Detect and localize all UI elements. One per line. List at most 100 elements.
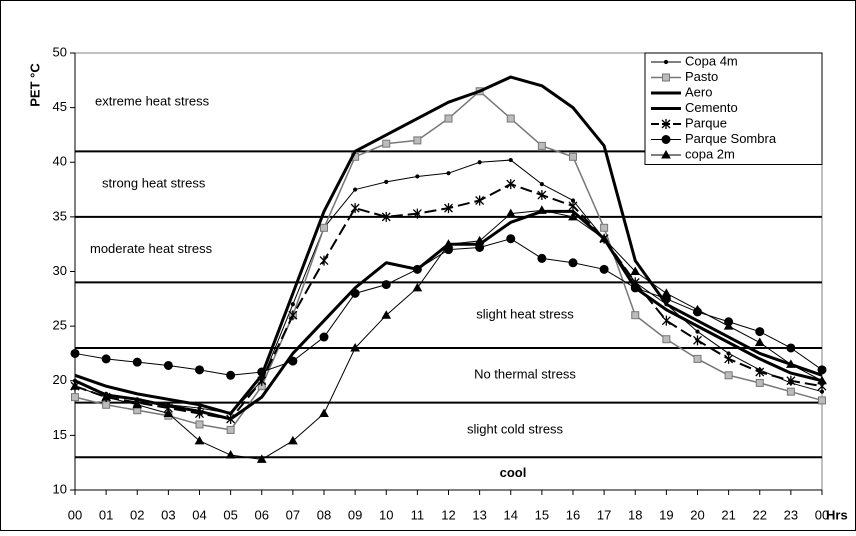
marker xyxy=(755,327,765,337)
legend-label: Copa 4m xyxy=(685,53,738,68)
zone-label: cool xyxy=(500,465,527,480)
marker xyxy=(662,335,671,344)
marker xyxy=(444,203,453,214)
x-tick-label: 16 xyxy=(566,507,580,522)
zone-label: moderate heat stress xyxy=(90,241,213,256)
marker xyxy=(477,160,482,165)
marker xyxy=(662,73,670,82)
marker xyxy=(599,233,609,243)
marker xyxy=(412,282,423,292)
x-axis-label: Hrs xyxy=(826,507,848,522)
marker xyxy=(568,211,578,221)
marker xyxy=(723,321,734,330)
marker xyxy=(288,356,298,366)
x-tick-label: 12 xyxy=(441,507,455,522)
y-tick-label: 50 xyxy=(53,44,67,59)
marker xyxy=(817,365,827,375)
marker xyxy=(353,187,358,192)
marker xyxy=(505,208,516,218)
zone-label: strong heat stress xyxy=(102,176,206,191)
marker xyxy=(132,399,143,409)
y-tick-label: 30 xyxy=(53,263,67,278)
marker xyxy=(350,288,360,298)
marker xyxy=(693,354,702,363)
y-tick-label: 45 xyxy=(53,99,67,114)
marker xyxy=(195,365,204,375)
marker xyxy=(754,337,765,347)
zone-label: extreme heat stress xyxy=(95,94,210,109)
marker xyxy=(70,348,80,358)
x-tick-label: 22 xyxy=(753,507,767,522)
x-tick-label: 13 xyxy=(472,507,486,522)
marker xyxy=(661,288,672,297)
marker xyxy=(70,381,80,390)
marker xyxy=(102,400,111,409)
marker xyxy=(568,200,578,211)
marker xyxy=(319,408,329,418)
x-tick-label: 01 xyxy=(99,507,113,522)
x-tick-label: 14 xyxy=(504,507,518,522)
marker xyxy=(226,413,236,424)
x-tick-label: 09 xyxy=(348,507,362,522)
marker xyxy=(288,310,298,321)
x-tick-label: 04 xyxy=(192,507,206,522)
x-tick-label: 17 xyxy=(597,507,611,522)
marker xyxy=(413,136,422,145)
marker xyxy=(692,304,703,314)
x-tick-label: 00 xyxy=(815,507,829,522)
marker xyxy=(661,149,671,159)
marker xyxy=(537,205,547,214)
y-tick-label: 20 xyxy=(53,372,67,387)
marker xyxy=(817,375,827,385)
marker xyxy=(724,353,734,364)
marker xyxy=(319,255,329,266)
x-tick-label: 10 xyxy=(379,507,393,522)
x-tick-label: 00 xyxy=(68,507,82,522)
marker xyxy=(693,335,702,346)
marker xyxy=(71,393,79,402)
y-axis-label: PET °C xyxy=(27,63,42,107)
marker xyxy=(724,371,733,380)
marker xyxy=(630,266,641,275)
marker xyxy=(506,114,515,123)
marker xyxy=(226,425,235,434)
marker xyxy=(163,360,173,370)
marker xyxy=(444,114,453,123)
marker xyxy=(320,223,328,232)
marker xyxy=(225,450,236,459)
marker xyxy=(319,332,329,342)
x-tick-label: 23 xyxy=(784,507,798,522)
y-tick-label: 10 xyxy=(53,481,67,496)
marker xyxy=(661,315,671,326)
zone-label: No thermal stress xyxy=(474,367,576,382)
x-tick-label: 02 xyxy=(130,507,144,522)
marker xyxy=(661,135,671,144)
marker xyxy=(350,342,360,352)
legend-label: Parque xyxy=(685,115,727,130)
marker xyxy=(257,367,267,377)
legend-label: Parque Sombra xyxy=(685,131,777,146)
marker xyxy=(257,375,267,386)
marker xyxy=(474,235,485,245)
x-tick-label: 15 xyxy=(535,507,549,522)
marker xyxy=(412,264,422,274)
marker xyxy=(384,179,389,185)
marker xyxy=(381,211,391,222)
x-tick-label: 05 xyxy=(223,507,237,522)
marker xyxy=(194,435,205,445)
marker xyxy=(132,357,142,367)
marker xyxy=(381,280,391,290)
marker xyxy=(446,171,451,176)
marker xyxy=(755,367,765,378)
marker xyxy=(786,359,796,368)
marker xyxy=(415,174,420,179)
marker xyxy=(631,311,640,320)
x-tick-label: 21 xyxy=(721,507,735,522)
marker xyxy=(256,454,267,463)
marker xyxy=(568,258,578,268)
marker xyxy=(475,195,485,206)
marker xyxy=(290,302,295,307)
series-line xyxy=(74,75,823,416)
marker xyxy=(539,182,544,187)
